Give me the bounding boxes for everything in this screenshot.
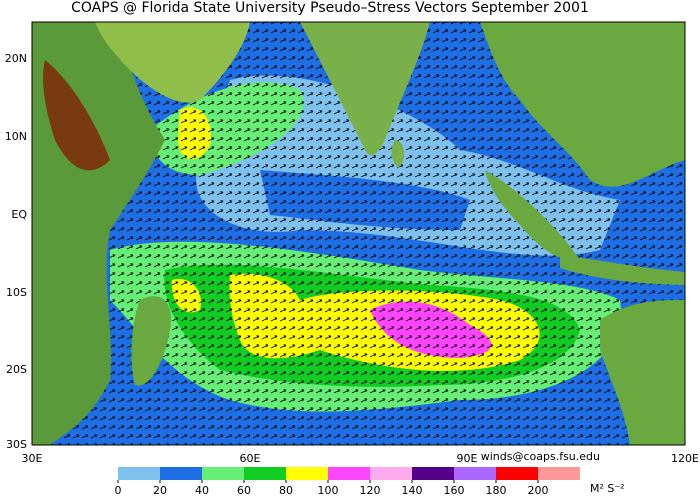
colorbar-label: 60 — [237, 484, 251, 497]
colorbar-label: 120 — [360, 484, 381, 497]
colorbar-label: 80 — [279, 484, 293, 497]
colorbar-label: 40 — [195, 484, 209, 497]
lat-label: 20N — [5, 52, 27, 65]
colorbar-swatch — [538, 467, 580, 480]
units: M² S⁻² — [590, 482, 625, 495]
colorbar-label: 140 — [402, 484, 423, 497]
lat-label: 10N — [5, 130, 27, 143]
colorbar-swatch — [370, 467, 412, 480]
colorbar-swatch — [286, 467, 328, 480]
colorbar-swatch — [244, 467, 286, 480]
lat-label: 10S — [6, 286, 27, 299]
lon-label: 60E — [240, 452, 261, 465]
credit: winds@coaps.fsu.edu — [481, 450, 600, 463]
colorbar-swatch — [412, 467, 454, 480]
highlands — [43, 60, 110, 171]
australia — [600, 300, 685, 445]
lat-label: 30S — [6, 438, 27, 451]
colorbar-label: 200 — [528, 484, 549, 497]
southeast-asia — [480, 22, 685, 187]
arabia — [95, 22, 250, 103]
colorbar-swatch — [496, 467, 538, 480]
colorbar-label: 160 — [444, 484, 465, 497]
title: COAPS @ Florida State University Pseudo–… — [71, 0, 589, 16]
sumatra — [485, 170, 580, 261]
lat-label: 20S — [6, 363, 27, 376]
colorbar-swatch — [160, 467, 202, 480]
colorbar-label: 20 — [153, 484, 167, 497]
map-area — [32, 22, 685, 445]
java — [560, 255, 685, 285]
colorbar-label: 100 — [318, 484, 339, 497]
colorbar-swatch — [328, 467, 370, 480]
lat-label: EQ — [11, 208, 27, 221]
colorbar-label: 0 — [115, 484, 122, 497]
map-frame — [31, 21, 686, 446]
lon-label: 90E — [457, 452, 478, 465]
lon-label: 30E — [22, 452, 43, 465]
madagascar — [131, 296, 171, 386]
india — [300, 22, 430, 156]
colorbar-label: 180 — [486, 484, 507, 497]
colorbar-swatch — [202, 467, 244, 480]
colorbar-swatch — [118, 467, 160, 480]
colorbar-swatch — [454, 467, 496, 480]
sri-lanka — [391, 140, 405, 168]
lon-label: 120E — [671, 452, 699, 465]
